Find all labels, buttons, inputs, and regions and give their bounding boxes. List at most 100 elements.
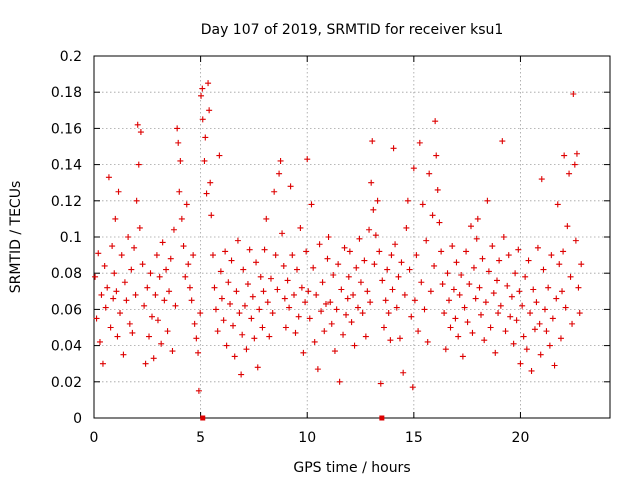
data-point <box>537 351 544 358</box>
data-point <box>456 291 463 298</box>
data-point <box>99 360 106 367</box>
data-point <box>351 342 358 349</box>
data-point <box>267 275 274 282</box>
data-point <box>340 331 347 338</box>
x-tick-label: 15 <box>405 430 423 446</box>
data-point <box>259 324 266 331</box>
data-point <box>104 284 111 291</box>
data-point <box>209 252 216 259</box>
data-point <box>366 226 373 233</box>
data-point <box>449 243 456 250</box>
data-point <box>356 235 363 242</box>
data-point <box>508 293 515 300</box>
data-point <box>345 273 352 280</box>
data-point <box>566 170 573 177</box>
data-point <box>260 288 267 295</box>
data-point <box>331 348 338 355</box>
data-point <box>459 353 466 360</box>
data-point <box>411 297 418 304</box>
data-point <box>372 232 379 239</box>
y-tick-label: 0.12 <box>51 194 82 210</box>
data-point <box>348 319 355 326</box>
data-point <box>101 262 108 269</box>
data-point <box>313 291 320 298</box>
data-point <box>499 138 506 145</box>
data-point <box>525 257 532 264</box>
data-point <box>578 261 585 268</box>
data-point <box>96 338 103 345</box>
data-point <box>163 266 170 273</box>
data-point <box>225 279 232 286</box>
data-point <box>377 380 384 387</box>
data-point <box>135 161 142 168</box>
data-point <box>197 310 204 317</box>
data-point <box>382 297 389 304</box>
data-point <box>343 311 350 318</box>
data-point <box>403 224 410 231</box>
data-point <box>472 295 479 302</box>
data-point <box>107 324 114 331</box>
data-point <box>207 179 214 186</box>
data-point <box>113 288 120 295</box>
data-point <box>175 139 182 146</box>
data-point <box>330 272 337 279</box>
data-point <box>467 223 474 230</box>
data-point <box>484 197 491 204</box>
data-points <box>92 80 585 394</box>
data-point <box>395 273 402 280</box>
data-point <box>112 215 119 222</box>
data-point <box>205 80 212 87</box>
data-point <box>95 250 102 257</box>
data-point <box>161 297 168 304</box>
data-point <box>109 243 116 250</box>
data-point <box>144 284 151 291</box>
data-point <box>246 246 253 253</box>
data-point <box>291 291 298 298</box>
data-point <box>551 362 558 369</box>
data-point <box>154 317 161 324</box>
data-point <box>370 206 377 213</box>
data-point <box>117 310 124 317</box>
data-point <box>272 252 279 259</box>
data-point <box>166 288 173 295</box>
y-tick-label: 0.1 <box>60 230 82 246</box>
data-point <box>567 273 574 280</box>
data-point <box>170 226 177 233</box>
data-point <box>254 364 261 371</box>
data-point <box>287 183 294 190</box>
data-point <box>202 134 209 141</box>
data-point <box>380 324 387 331</box>
axis-markers <box>200 415 385 421</box>
data-point <box>306 315 313 322</box>
data-point <box>379 277 386 284</box>
data-point <box>410 165 417 172</box>
data-point <box>533 299 540 306</box>
data-point <box>228 257 235 264</box>
data-point <box>485 268 492 275</box>
data-point <box>541 306 548 313</box>
data-point <box>304 156 311 163</box>
data-point <box>408 313 415 320</box>
data-point <box>446 297 453 304</box>
data-point <box>142 360 149 367</box>
data-point <box>218 295 225 302</box>
data-point <box>421 306 428 313</box>
data-point <box>396 335 403 342</box>
data-point <box>442 346 449 353</box>
data-point <box>321 328 328 335</box>
data-point <box>469 329 476 336</box>
data-point <box>461 304 468 311</box>
data-point <box>193 335 200 342</box>
data-point <box>519 302 526 309</box>
data-point <box>316 241 323 248</box>
data-point <box>496 257 503 264</box>
data-point <box>353 264 360 271</box>
data-point <box>346 248 353 255</box>
data-point <box>517 360 524 367</box>
data-point <box>164 328 171 335</box>
data-point <box>458 272 465 279</box>
data-point <box>177 157 184 164</box>
data-point <box>350 291 357 298</box>
axis-marker <box>379 415 385 421</box>
data-point <box>549 315 556 322</box>
